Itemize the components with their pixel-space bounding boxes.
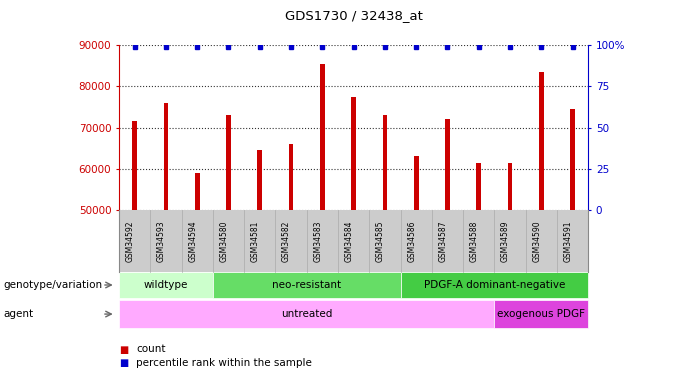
Text: GSM34582: GSM34582	[282, 220, 291, 262]
Bar	[289, 144, 293, 210]
Text: PDGF-A dominant-negative: PDGF-A dominant-negative	[424, 280, 565, 290]
Text: neo-resistant: neo-resistant	[272, 280, 341, 290]
Text: GSM34594: GSM34594	[188, 220, 197, 262]
Text: ■: ■	[119, 358, 129, 368]
Text: GSM34593: GSM34593	[157, 220, 166, 262]
Text: exogenous PDGF: exogenous PDGF	[497, 309, 585, 319]
Text: GSM34588: GSM34588	[470, 220, 479, 262]
Bar	[164, 103, 168, 210]
Text: count: count	[136, 345, 165, 354]
Text: untreated: untreated	[281, 309, 333, 319]
Text: GSM34589: GSM34589	[501, 220, 510, 262]
Text: wildtype: wildtype	[143, 280, 188, 290]
Text: GSM34592: GSM34592	[126, 220, 135, 262]
Bar	[445, 119, 449, 210]
Text: GSM34591: GSM34591	[564, 220, 573, 262]
Text: GSM34581: GSM34581	[251, 220, 260, 262]
Text: ■: ■	[119, 345, 129, 354]
Text: GSM34586: GSM34586	[407, 220, 416, 262]
Bar	[258, 150, 262, 210]
Bar	[352, 97, 356, 210]
Bar	[195, 173, 199, 210]
Text: genotype/variation: genotype/variation	[3, 280, 103, 290]
Text: GSM34583: GSM34583	[313, 220, 322, 262]
Bar	[571, 109, 575, 210]
Text: GDS1730 / 32438_at: GDS1730 / 32438_at	[285, 9, 422, 22]
Bar	[383, 115, 387, 210]
Text: GSM34584: GSM34584	[345, 220, 354, 262]
Text: GSM34585: GSM34585	[376, 220, 385, 262]
Text: GSM34590: GSM34590	[532, 220, 541, 262]
Bar	[508, 163, 512, 210]
Text: agent: agent	[3, 309, 33, 319]
Bar	[477, 163, 481, 210]
Text: GSM34587: GSM34587	[439, 220, 447, 262]
Bar	[133, 122, 137, 210]
Bar	[320, 63, 324, 210]
Text: GSM34580: GSM34580	[220, 220, 228, 262]
Text: percentile rank within the sample: percentile rank within the sample	[136, 358, 312, 368]
Bar	[414, 156, 418, 210]
Bar	[539, 72, 543, 210]
Bar	[226, 115, 231, 210]
